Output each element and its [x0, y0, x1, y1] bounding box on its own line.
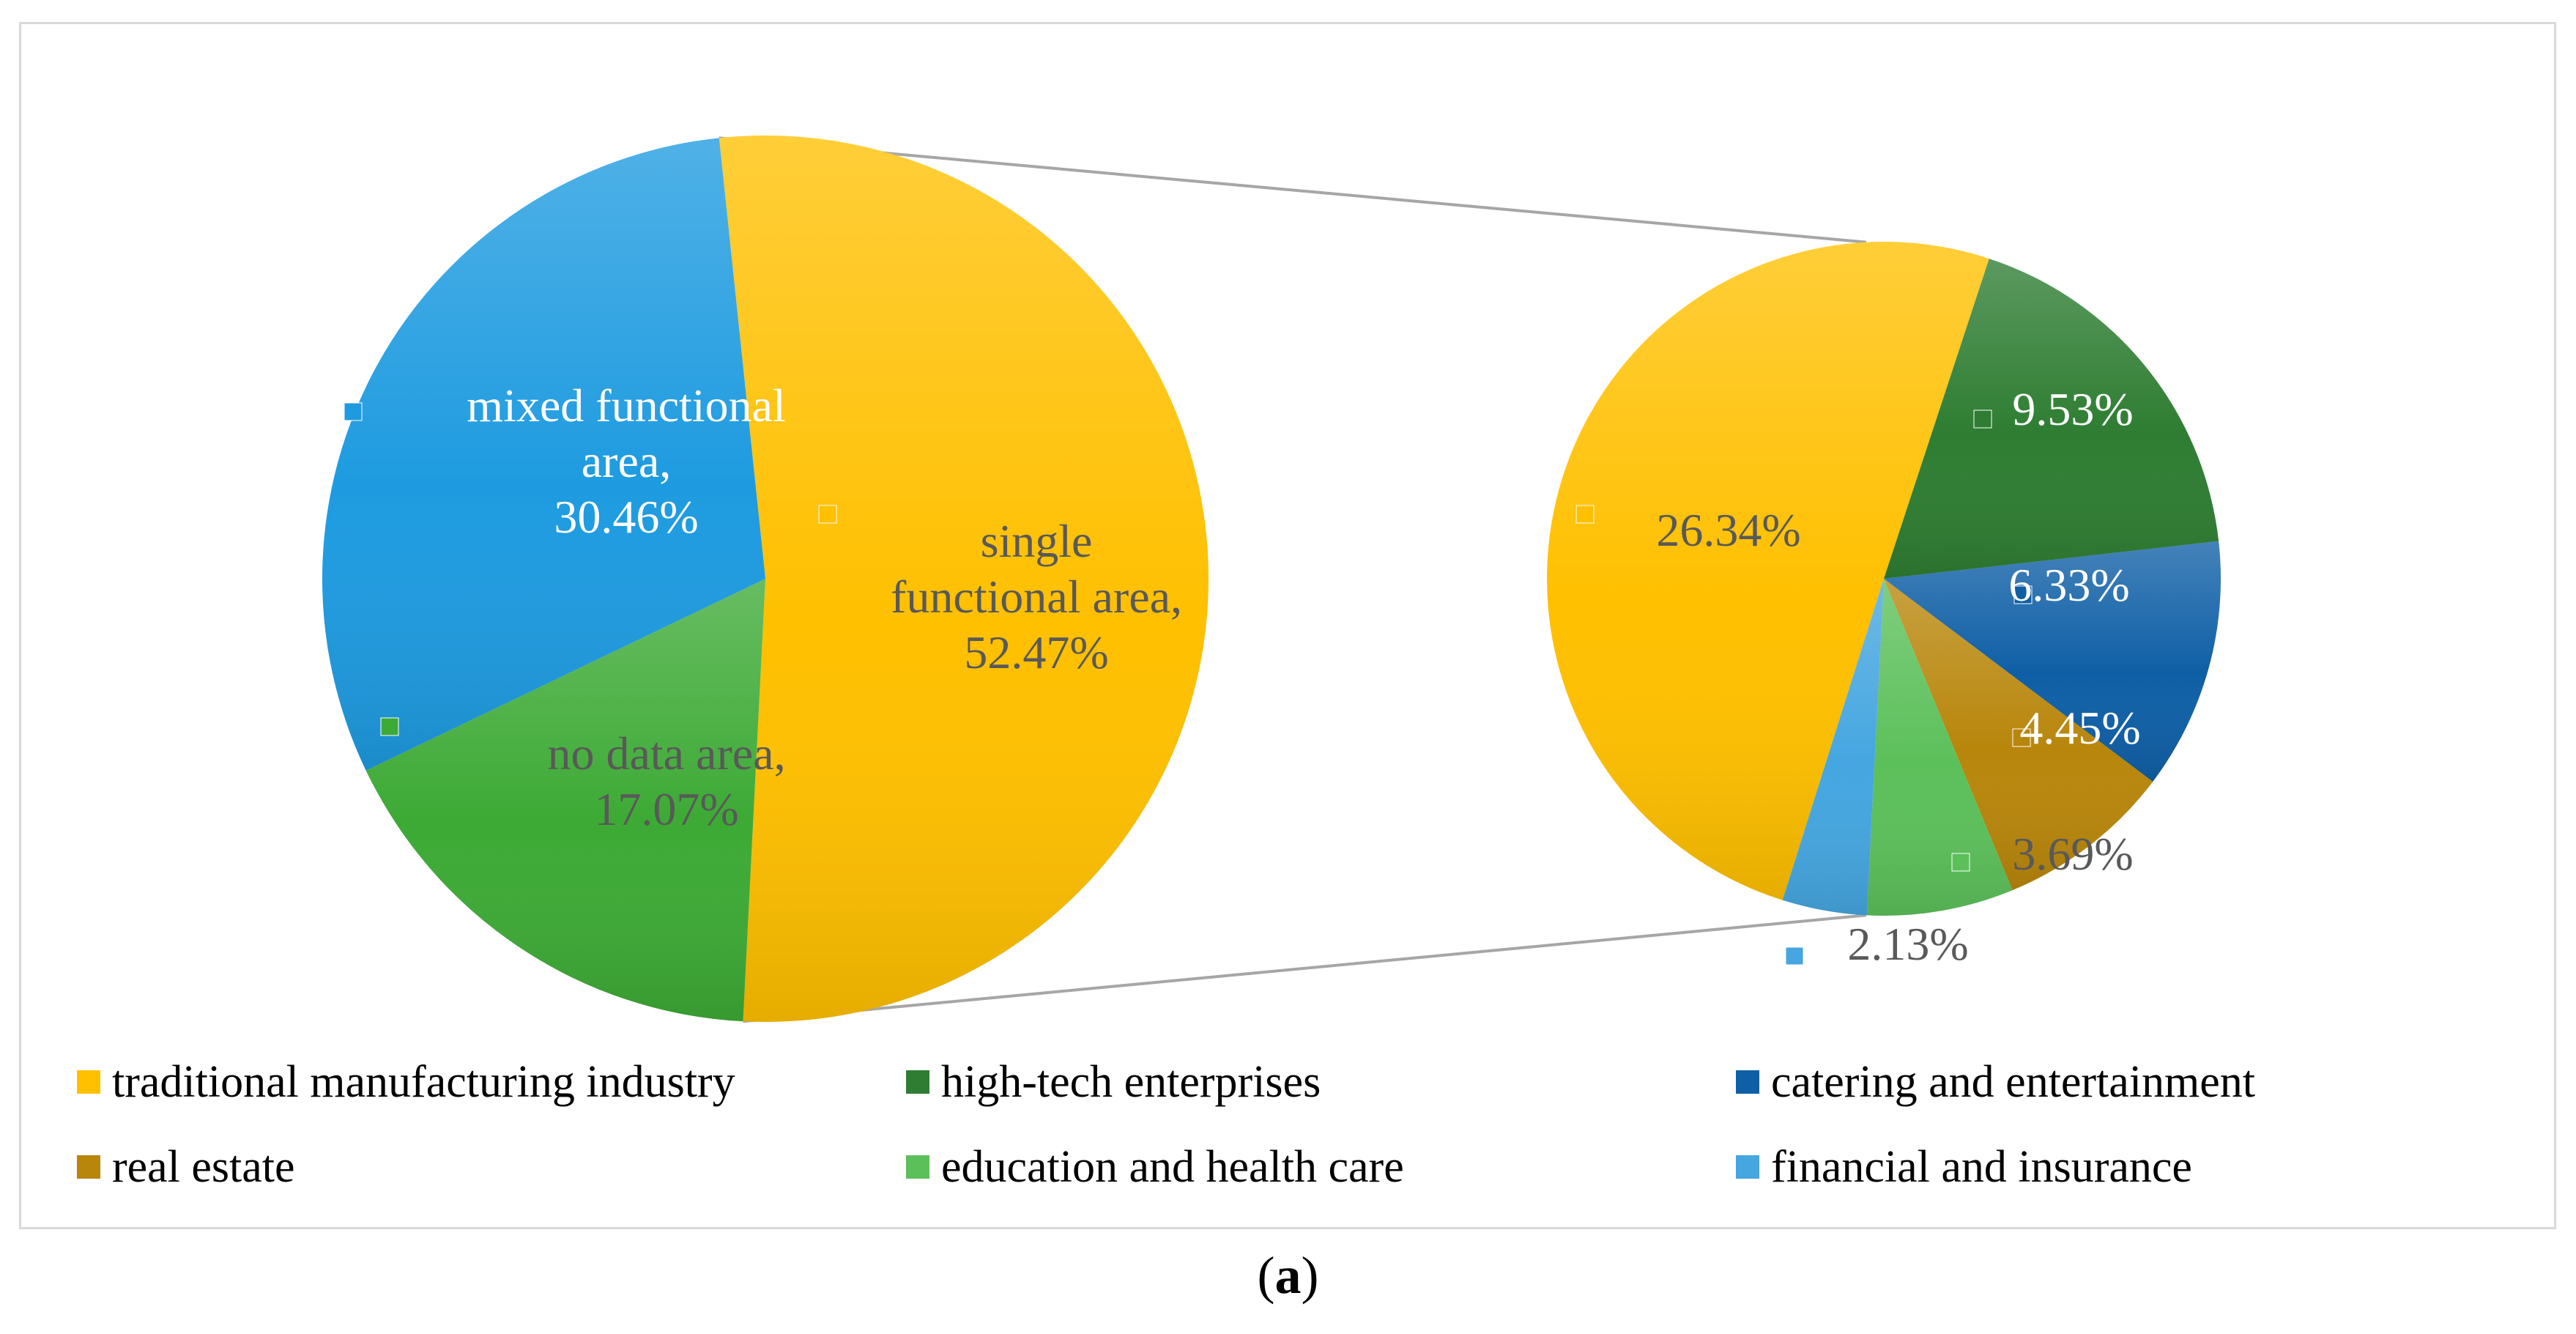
legend-swatch: [77, 1155, 100, 1179]
main-label-single-functional-area: single functional area, 52.47%: [891, 515, 1182, 678]
detail-label-catering-and-entertainment: 6.33%: [2008, 559, 2129, 611]
legend-item-catering-and-entertainment: catering and entertainment: [1736, 1057, 2255, 1107]
legend-label: financial and insurance: [1771, 1142, 2192, 1192]
legend-swatch: [906, 1155, 929, 1179]
detail-label-marker-catering-and-entertainment: [2013, 585, 2033, 604]
detail-label-marker-education-and-health-care: [1951, 853, 1970, 872]
main-label-marker-single-functional-area: [818, 505, 837, 524]
main-pie: single functional area, 52.47% no data area…: [322, 136, 1209, 1023]
detail-label-education-and-health-care: 3.69%: [2012, 828, 2133, 880]
legend-item-traditional-manufacturing-industry: traditional manufacturing industry: [77, 1057, 735, 1107]
caption-letter: a: [1274, 1246, 1302, 1305]
main-label-marker-mixed-functional-area: [344, 402, 363, 421]
figure-caption: (a): [1257, 1246, 1319, 1305]
legend-swatch: [906, 1070, 929, 1094]
detail-label-financial-and-insurance: 2.13%: [1847, 918, 1968, 970]
legend-item-high-tech-enterprises: high-tech enterprises: [906, 1057, 1321, 1107]
legend-label: real estate: [112, 1142, 295, 1192]
legend-item-education-and-health-care: education and health care: [906, 1142, 1404, 1192]
detail-label-real-estate: 4.45%: [2019, 702, 2140, 754]
legend-item-real-estate: real estate: [77, 1142, 295, 1192]
detail-label-marker-real-estate: [2012, 728, 2031, 747]
detail-label-traditional-manufacturing-industry: 26.34%: [1656, 504, 1800, 556]
chart-frame: [19, 22, 2556, 1229]
legend-item-financial-and-insurance: financial and insurance: [1736, 1142, 2192, 1192]
legend-swatch: [77, 1070, 100, 1094]
detail-label-high-tech-enterprises: 9.53%: [2012, 383, 2133, 435]
legend-swatch: [1736, 1155, 1759, 1179]
detail-label-marker-high-tech-enterprises: [1973, 410, 1992, 429]
detail-label-marker-traditional-manufacturing-industry: [1575, 505, 1595, 524]
legend-label: catering and entertainment: [1771, 1057, 2255, 1107]
legend-label: high-tech enterprises: [941, 1057, 1321, 1107]
main-label-marker-no-data-area: [380, 717, 399, 736]
detail-pie: 26.34% 9.53% 6.33% 4.45% 3.69% 2.13%: [1547, 242, 2221, 970]
legend-swatch: [1736, 1070, 1759, 1094]
legend: traditional manufacturing industry high-t…: [77, 1057, 2255, 1192]
legend-label: education and health care: [941, 1142, 1404, 1192]
detail-label-marker-financial-and-insurance: [1785, 946, 1804, 966]
main-label-no-data-area: no data area, 17.07%: [547, 727, 785, 835]
legend-label: traditional manufacturing industry: [112, 1057, 735, 1107]
main-label-mixed-functional-area: mixed functional area, 30.46%: [467, 379, 785, 543]
